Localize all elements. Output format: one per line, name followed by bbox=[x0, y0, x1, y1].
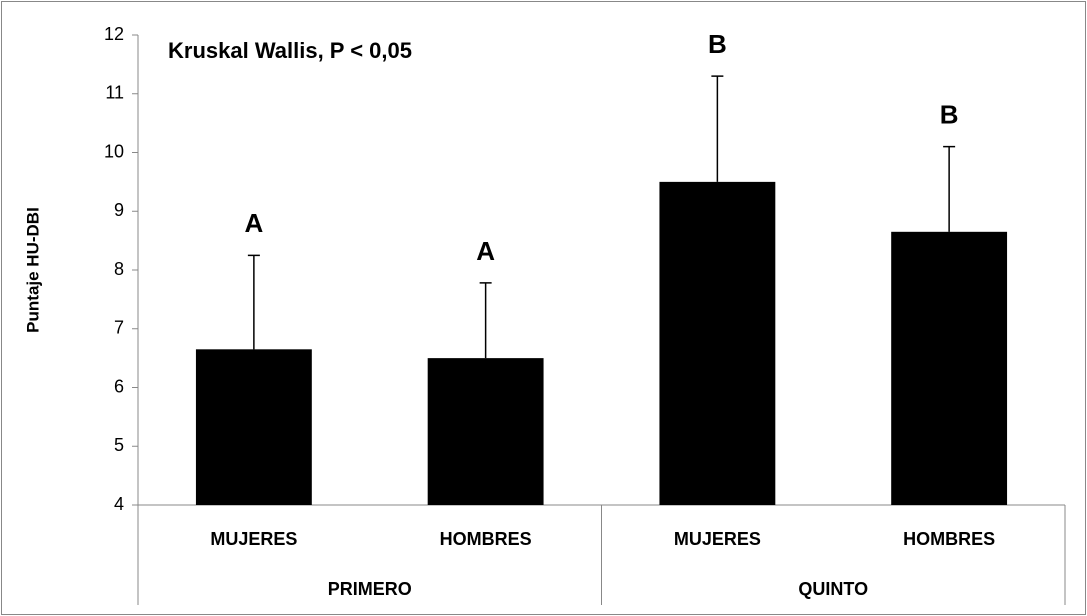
x-tick-label: HOMBRES bbox=[440, 529, 532, 549]
y-axis-title: Puntaje HU-DBI bbox=[23, 207, 42, 333]
y-tick-label: 5 bbox=[114, 435, 124, 455]
x-tick-label: HOMBRES bbox=[903, 529, 995, 549]
error-bar bbox=[479, 282, 492, 359]
significance-letter: A bbox=[476, 236, 495, 266]
y-tick-label: 6 bbox=[114, 376, 124, 396]
bar bbox=[659, 181, 776, 505]
significance-letter: A bbox=[244, 208, 263, 238]
bar bbox=[195, 349, 312, 505]
significance-letter: B bbox=[940, 100, 959, 130]
x-tick-label: MUJERES bbox=[210, 529, 297, 549]
error-bar bbox=[247, 254, 260, 350]
y-tick-label: 10 bbox=[104, 141, 124, 161]
y-tick-label: 7 bbox=[114, 318, 124, 338]
group-label: QUINTO bbox=[798, 579, 868, 599]
y-tick-label: 12 bbox=[104, 24, 124, 44]
error-bar bbox=[711, 75, 724, 182]
y-tick-label: 8 bbox=[114, 259, 124, 279]
y-tick-label: 9 bbox=[114, 200, 124, 220]
bar bbox=[891, 231, 1008, 505]
bar bbox=[427, 358, 544, 505]
x-tick-label: MUJERES bbox=[674, 529, 761, 549]
error-bar bbox=[943, 145, 956, 232]
annotation: Kruskal Wallis, P < 0,05 bbox=[168, 38, 412, 63]
y-tick-label: 11 bbox=[105, 83, 124, 103]
significance-letter: B bbox=[708, 29, 727, 59]
y-tick-label: 4 bbox=[114, 494, 124, 514]
group-label: PRIMERO bbox=[328, 579, 412, 599]
